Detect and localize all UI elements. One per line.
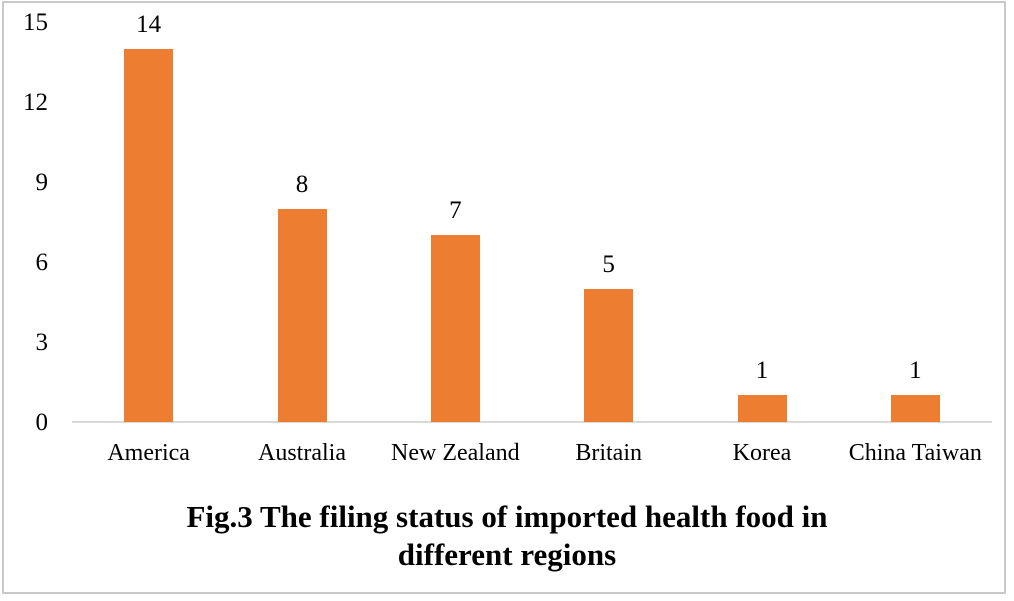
y-axis-tick-label: 3 xyxy=(35,329,49,356)
bar xyxy=(584,288,634,422)
bar xyxy=(890,395,940,422)
bar-value-label: 8 xyxy=(295,170,309,198)
caption-line-1: Fig.3 The filing status of imported heal… xyxy=(186,499,828,534)
bar xyxy=(737,395,787,422)
y-axis-tick-label: 9 xyxy=(35,169,49,196)
caption-line-2: different regions xyxy=(397,537,617,572)
bar xyxy=(124,48,174,422)
bar xyxy=(277,208,327,422)
y-axis-tick-label: 6 xyxy=(35,249,49,276)
x-axis-line xyxy=(72,421,992,423)
category-label: Korea xyxy=(732,440,792,466)
bar-value-label: 7 xyxy=(449,197,462,225)
figure-caption: Fig.3 The filing status of imported heal… xyxy=(57,498,957,574)
bar xyxy=(430,235,480,422)
category-label: New Zealand xyxy=(391,440,520,466)
category-label: Australia xyxy=(258,440,346,466)
category-label: America xyxy=(107,440,190,466)
y-axis-tick-label: 12 xyxy=(23,89,48,116)
y-axis-tick-label: 15 xyxy=(23,9,48,36)
category-label: Britain xyxy=(575,440,642,466)
bar-value-label: 1 xyxy=(909,357,922,385)
bar-value-label: 14 xyxy=(136,10,162,38)
category-label: China Taiwan xyxy=(848,440,982,466)
bar-value-label: 5 xyxy=(602,250,615,278)
y-axis-tick-label: 0 xyxy=(35,409,49,436)
bar-value-label: 1 xyxy=(755,357,769,385)
